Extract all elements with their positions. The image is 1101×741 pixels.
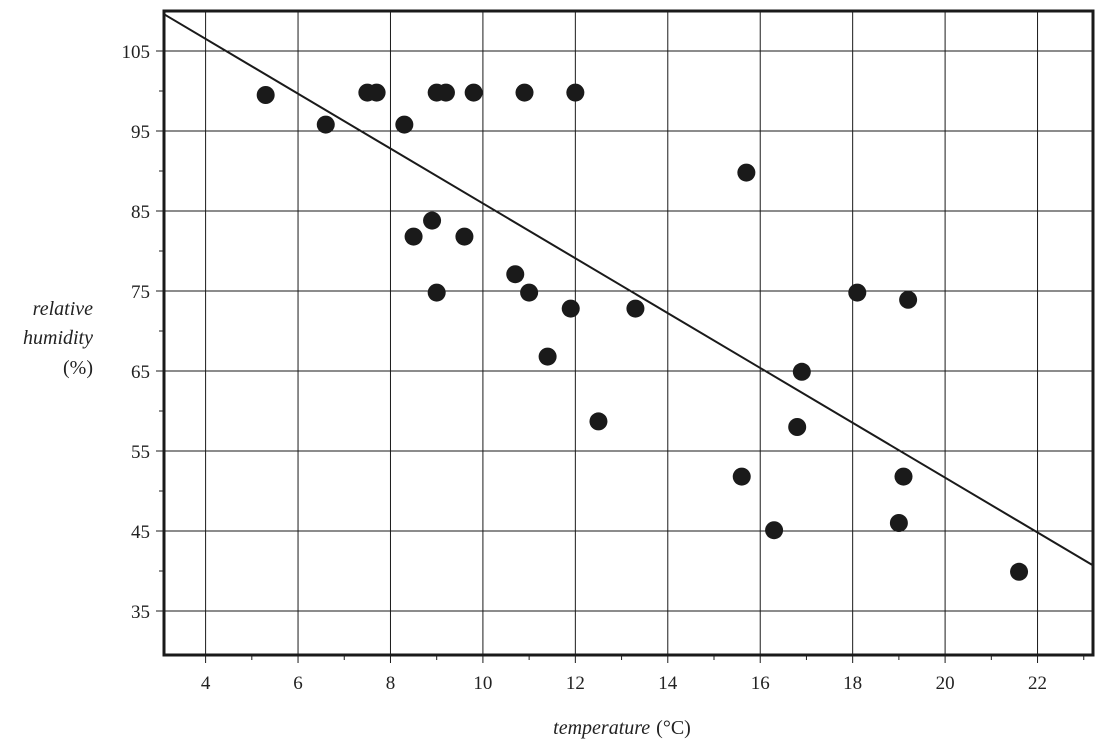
data-point [732, 467, 751, 486]
y-tick-label: 95 [131, 122, 150, 143]
x-tick-label: 8 [386, 673, 396, 694]
y-tick-label: 45 [131, 522, 150, 543]
x-tick-label: 10 [473, 673, 492, 694]
y-axis-ticks: 35 45 55 65 75 85 95 105 [122, 42, 164, 623]
y-tick-label: 85 [131, 202, 150, 223]
data-point [788, 418, 807, 436]
data-point [889, 514, 908, 532]
plot-frame [162, 9, 1095, 657]
x-tick-label: 14 [658, 673, 678, 694]
data-points [256, 83, 1029, 581]
y-tick-label: 35 [131, 602, 150, 623]
data-point [589, 412, 608, 431]
data-point [765, 521, 784, 540]
x-tick-label: 16 [751, 673, 770, 694]
data-point [436, 83, 455, 102]
data-point [515, 83, 534, 102]
x-tick-label: 12 [566, 673, 585, 694]
x-tick-label: 22 [1028, 673, 1047, 694]
data-point [256, 86, 275, 104]
y-axis-label-line-1: relative [33, 298, 93, 320]
x-axis-label: temperature (°C) [553, 717, 691, 739]
x-tick-label: 4 [201, 673, 211, 694]
data-point [427, 283, 446, 302]
trend-line [163, 13, 1094, 567]
data-point [561, 299, 580, 318]
y-axis-label-line-2: humidity [23, 327, 93, 349]
data-point [626, 299, 645, 318]
x-axis-ticks: 4 6 8 10 12 14 16 18 20 22 [201, 655, 1085, 694]
y-tick-label: 105 [122, 42, 151, 63]
data-point [316, 115, 335, 134]
data-point [423, 211, 442, 230]
data-point [464, 83, 483, 102]
grid-lines [164, 11, 1093, 655]
data-point [1010, 562, 1029, 581]
data-point [520, 283, 539, 302]
y-tick-label: 65 [131, 362, 150, 383]
data-point [455, 227, 474, 246]
x-tick-label: 18 [843, 673, 862, 694]
data-point [899, 290, 918, 309]
data-point [538, 347, 557, 366]
data-point [894, 467, 913, 486]
y-axis-label-line-3: (%) [63, 357, 93, 379]
data-point [506, 265, 525, 284]
data-point [792, 362, 811, 381]
y-tick-label: 75 [131, 282, 150, 303]
data-point [848, 283, 867, 302]
data-point [367, 83, 386, 102]
data-point [395, 115, 414, 134]
x-tick-label: 20 [936, 673, 955, 694]
data-point [737, 163, 756, 182]
data-point [404, 227, 423, 246]
x-tick-label: 6 [293, 673, 303, 694]
data-point [566, 83, 585, 102]
y-tick-label: 55 [131, 442, 150, 463]
